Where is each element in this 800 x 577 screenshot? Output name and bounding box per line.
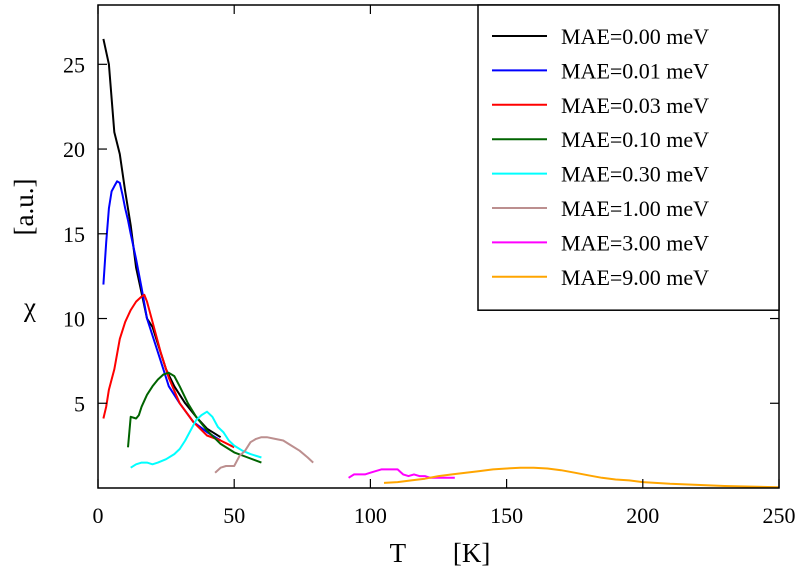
x-tick-label: 0 bbox=[93, 503, 104, 528]
series-line-1 bbox=[102, 180, 222, 442]
x-tick-label: 100 bbox=[354, 503, 387, 528]
y-tick-label: 15 bbox=[63, 222, 85, 247]
legend-entry-label: MAE=0.10 meV bbox=[561, 127, 709, 152]
legend-entry-label: MAE=0.01 meV bbox=[561, 58, 709, 83]
legend-entry-label: MAE=1.00 meV bbox=[561, 196, 709, 221]
x-axis-title: T [K] bbox=[390, 538, 491, 568]
x-tick-label: 50 bbox=[223, 503, 245, 528]
series-line-3 bbox=[127, 371, 262, 464]
ticks-layer: 0 50 100 150 200 250 5 10 15 20 25 bbox=[63, 5, 796, 528]
legend-entry-label: MAE=0.00 meV bbox=[561, 24, 709, 49]
y-tick-label: 20 bbox=[63, 137, 85, 162]
y-tick-label: 25 bbox=[63, 52, 85, 77]
legend-entry-label: MAE=9.00 meV bbox=[561, 265, 709, 290]
y-axis-symbol: χ bbox=[23, 292, 36, 322]
x-tick-label: 200 bbox=[626, 503, 659, 528]
series-line-4 bbox=[130, 410, 262, 469]
x-tick-label: 250 bbox=[763, 503, 796, 528]
y-tick-label: 10 bbox=[63, 307, 85, 332]
legend-entry-label: MAE=0.03 meV bbox=[561, 93, 709, 118]
legend-entry-label: MAE=0.30 meV bbox=[561, 162, 709, 187]
series-layer bbox=[102, 38, 780, 489]
y-axis-unit: [a.u.] bbox=[9, 179, 39, 236]
x-tick-label: 150 bbox=[490, 503, 523, 528]
series-line-7 bbox=[383, 466, 780, 489]
y-tick-label: 5 bbox=[74, 391, 85, 416]
series-line-0 bbox=[102, 38, 222, 439]
series-line-2 bbox=[102, 293, 235, 449]
legend-box bbox=[477, 4, 780, 311]
legend: MAE=0.00 meV MAE=0.01 meV MAE=0.03 meV MAE=… bbox=[477, 4, 780, 311]
series-line-5 bbox=[214, 436, 314, 474]
legend-entry-label: MAE=3.00 meV bbox=[561, 230, 709, 255]
